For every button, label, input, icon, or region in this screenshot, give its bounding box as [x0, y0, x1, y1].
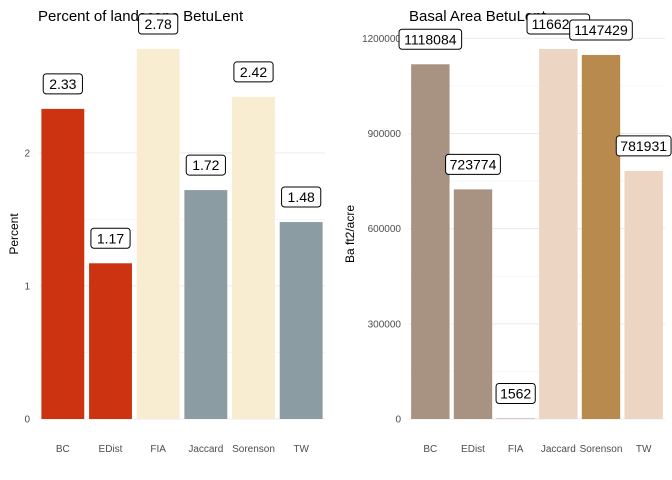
- bar-sorenson: [581, 54, 621, 420]
- y-tick-label: 900000: [368, 129, 402, 140]
- x-tick-label: FIA: [150, 444, 166, 455]
- bar-bc: [41, 108, 85, 419]
- data-label: 1147429: [574, 22, 628, 38]
- data-label: 1.48: [288, 189, 315, 205]
- data-label: 1118084: [404, 31, 457, 47]
- data-label: 2.33: [49, 76, 76, 92]
- percent-landscape-chart: Percent of landscape BetuLent Percent 01…: [7, 8, 325, 455]
- data-label-box: [398, 28, 463, 50]
- data-label: 1.17: [97, 230, 124, 246]
- bar-bc: [411, 64, 450, 419]
- basal-area-chart: Basal Area BetuLent Ba ft2/acre 0 300000 6…: [343, 8, 672, 455]
- bar-tw: [624, 170, 663, 419]
- x-tick-label: Jaccard: [188, 444, 223, 455]
- x-tick-label: Sorenson: [580, 444, 623, 455]
- grid-lines: [39, 152, 325, 420]
- y-tick-label: 1: [24, 281, 30, 292]
- x-tick-label: BC: [423, 444, 437, 455]
- x-tick-label: TW: [293, 444, 309, 455]
- y-tick-label: 600000: [368, 224, 402, 235]
- bar-jaccard: [539, 49, 578, 419]
- data-label-box: [90, 227, 131, 249]
- y-tick-label: 300000: [368, 319, 402, 330]
- data-label: 2.42: [240, 64, 267, 80]
- data-label-box: [281, 186, 322, 208]
- data-label-box: [42, 73, 83, 95]
- x-tick-label: BC: [56, 444, 70, 455]
- data-label: 1562: [500, 386, 531, 402]
- chart-title: Basal Area BetuLent: [409, 8, 547, 25]
- y-axis-label: Ba ft2/acre: [343, 205, 357, 263]
- x-tick-label: TW: [636, 444, 652, 455]
- bar-tw: [279, 222, 323, 419]
- y-tick-label: 1200000: [362, 34, 401, 45]
- data-label-box: [615, 135, 672, 157]
- bar-sorenson: [232, 96, 275, 419]
- bar-fia: [136, 49, 180, 419]
- data-label-box: [569, 19, 633, 41]
- y-tick-label: 0: [395, 415, 401, 426]
- data-label: 1.72: [192, 157, 219, 173]
- data-label-box: [495, 383, 536, 405]
- data-label: 2.78: [145, 16, 172, 32]
- y-tick-label: 0: [24, 415, 30, 426]
- bar-edist: [89, 263, 132, 419]
- bar-jaccard: [184, 190, 228, 419]
- data-label-box: [445, 153, 501, 175]
- data-label-box: [138, 13, 179, 35]
- data-label: 781931: [620, 138, 667, 154]
- x-tick-label: Jaccard: [541, 444, 576, 455]
- bar-fia: [496, 418, 535, 420]
- bar-edist: [453, 189, 493, 419]
- x-tick-label: FIA: [508, 444, 524, 455]
- x-tick-label: Sorenson: [232, 444, 275, 455]
- y-tick-label: 2: [24, 148, 30, 159]
- y-axis-label: Percent: [7, 213, 21, 255]
- x-tick-label: EDist: [461, 444, 485, 455]
- data-label: 723774: [450, 156, 497, 172]
- data-label-box: [233, 61, 274, 83]
- x-tick-label: EDist: [99, 444, 123, 455]
- data-label-box: [185, 154, 226, 176]
